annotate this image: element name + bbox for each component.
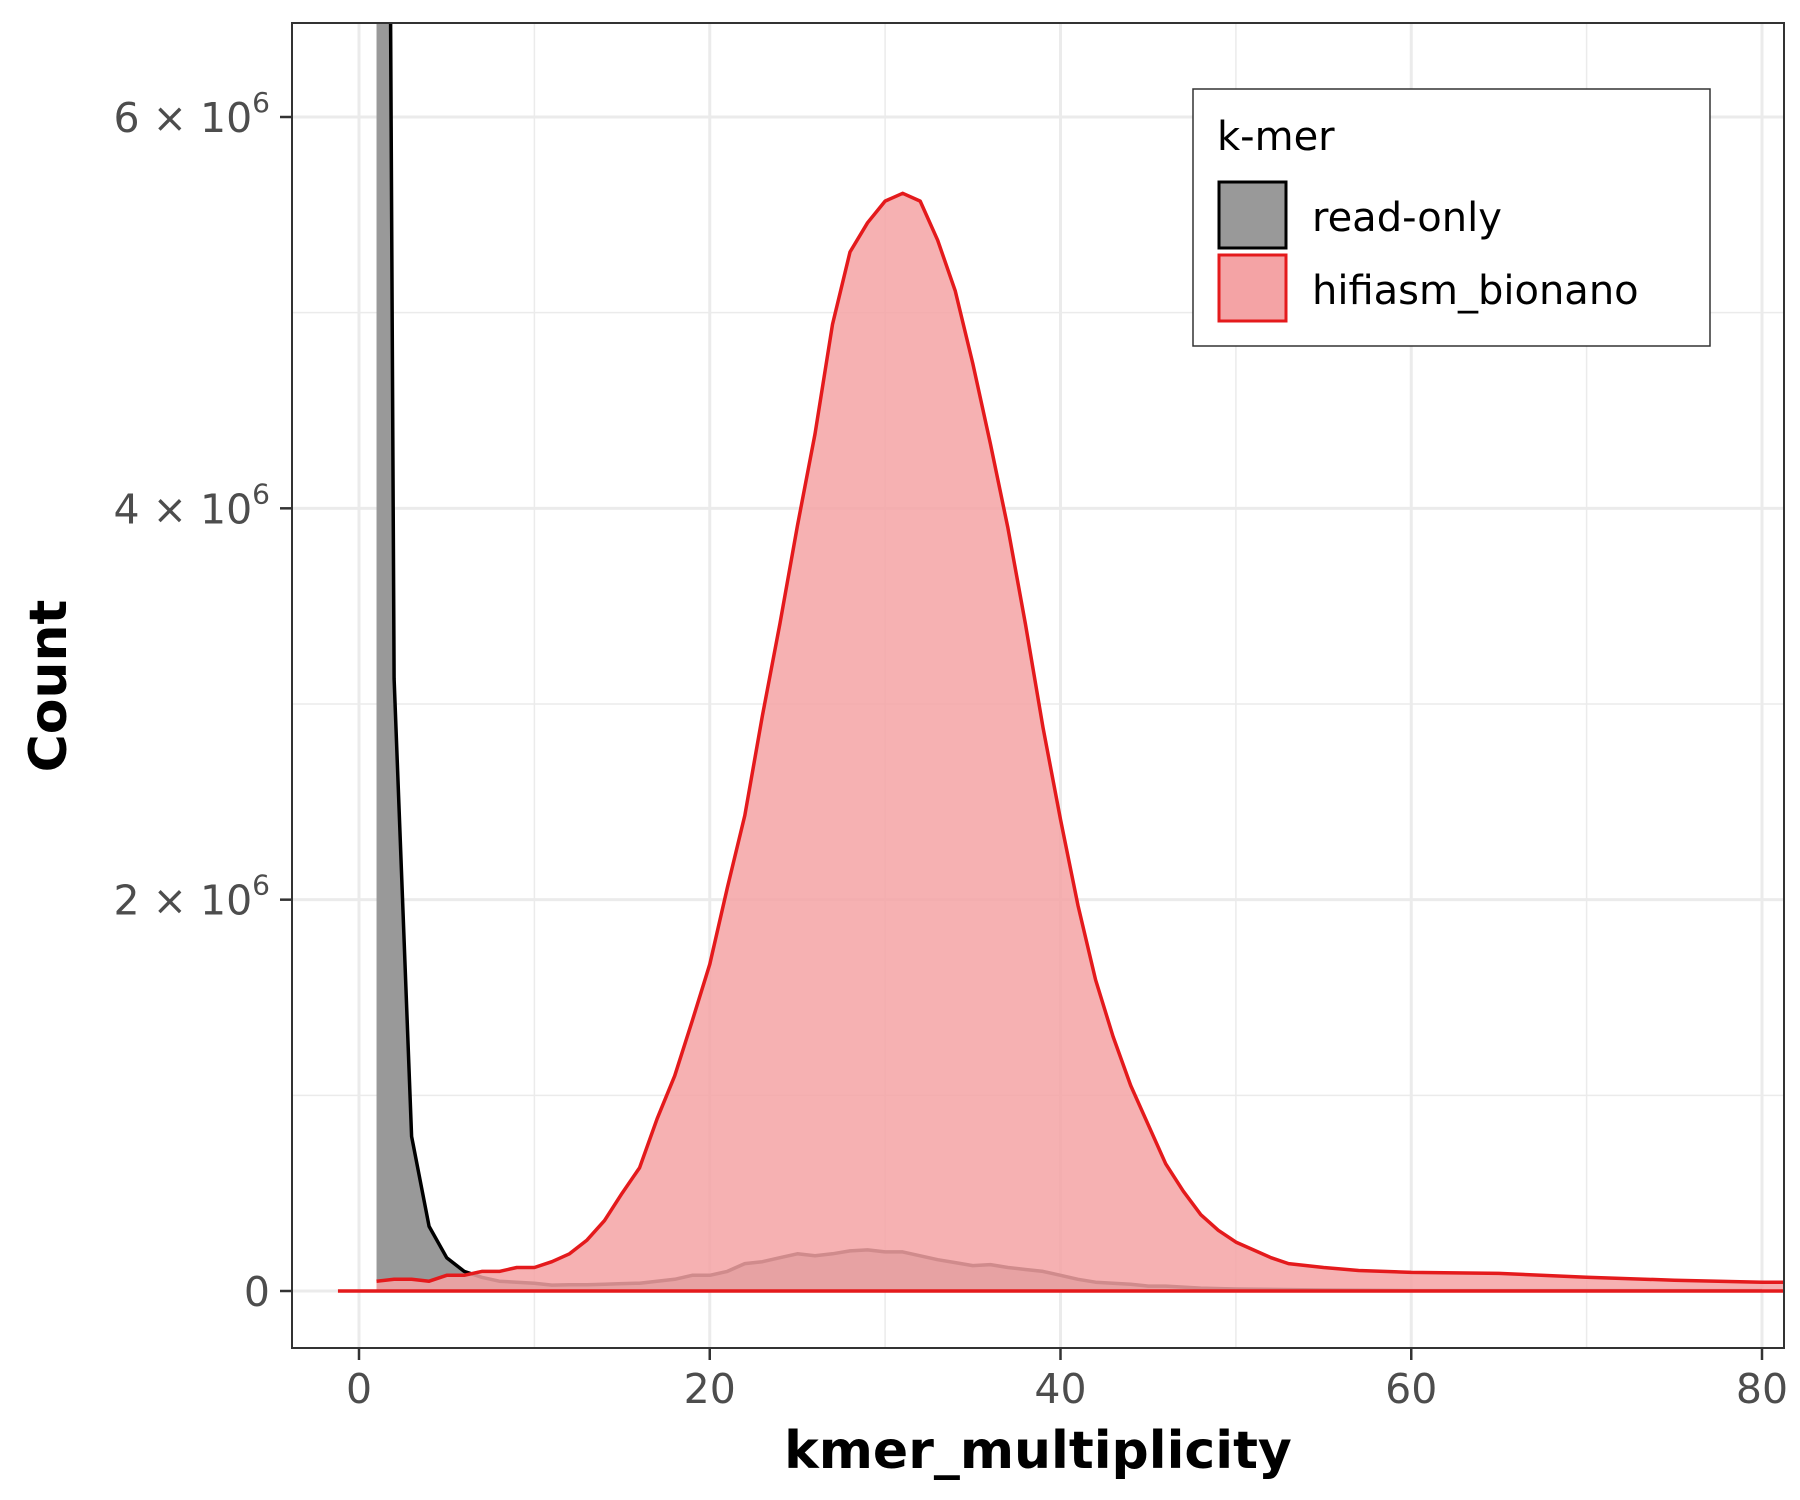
y-tick-label: 0 [244, 1268, 270, 1316]
x-tick-label: 80 [1736, 1365, 1788, 1413]
legend-label-read-only: read-only [1312, 195, 1502, 241]
panel-border [291, 22, 1785, 1349]
y-axis: 0 2 × 106 4 × 106 6 × 106 [113, 86, 292, 1316]
y-tick-label: 4 × 106 [113, 477, 270, 533]
x-tick-label: 40 [1034, 1365, 1086, 1413]
legend-label-hifiasm-bionano: hifiasm_bionano [1312, 268, 1639, 314]
legend: k-mer read-only hifiasm_bionano [1192, 88, 1711, 347]
area-hifiasm_bionano [376, 193, 1784, 1291]
legend-title: k-mer [1217, 114, 1335, 160]
y-tick-label: 6 × 106 [113, 86, 270, 142]
y-axis-title: Count [19, 600, 79, 773]
y-tick-label: 2 × 106 [113, 869, 270, 925]
x-tick-label: 0 [346, 1365, 372, 1413]
line-hifiasm_bionano [376, 191, 1784, 1284]
x-axis: 0 20 40 60 80 [346, 1348, 1788, 1413]
x-axis-title: kmer_multiplicity [784, 1421, 1292, 1481]
series-areas [337, 23, 1784, 1293]
x-tick-label: 60 [1385, 1365, 1437, 1413]
legend-key-read-only [1217, 180, 1288, 250]
legend-key-hifiasm-bionano [1217, 253, 1288, 323]
x-tick-label: 20 [684, 1365, 736, 1413]
